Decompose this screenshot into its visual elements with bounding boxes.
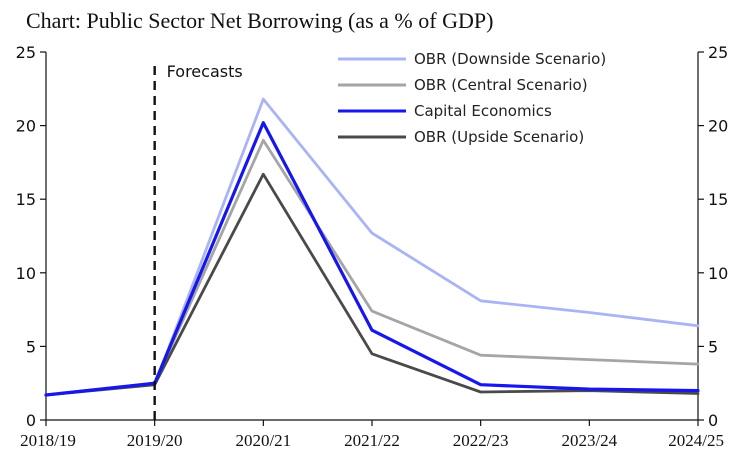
legend-label: OBR (Central Scenario) <box>414 76 588 94</box>
y-tick-label-right: 25 <box>708 43 728 62</box>
y-tick-label-left: 20 <box>16 117 36 136</box>
chart-title: Chart: Public Sector Net Borrowing (as a… <box>26 8 494 33</box>
legend-label: Capital Economics <box>414 102 552 120</box>
series-line <box>44 172 700 397</box>
x-tick-label: 2018/19 <box>20 431 76 450</box>
x-tick-label: 2019/20 <box>127 431 183 450</box>
forecast-label: Forecasts <box>167 62 243 81</box>
y-tick-label-left: 5 <box>26 337 36 356</box>
y-tick-label-right: 0 <box>708 411 718 430</box>
y-tick-label-right: 15 <box>708 190 728 209</box>
x-tick-label: 2024/25 <box>668 431 724 450</box>
x-tick-label: 2022/23 <box>453 431 509 450</box>
y-tick-label-left: 10 <box>16 264 36 283</box>
legend-label: OBR (Upside Scenario) <box>414 128 584 146</box>
y-tick-label-left: 25 <box>16 43 36 62</box>
annotation-layer: Forecasts <box>153 62 243 420</box>
y-tick-label-right: 5 <box>708 337 718 356</box>
series-line <box>44 97 700 397</box>
x-tick-label: 2020/21 <box>235 431 291 450</box>
series-layer <box>44 97 700 397</box>
series-line <box>44 138 700 397</box>
y-tick-label-left: 15 <box>16 190 36 209</box>
legend: OBR (Downside Scenario) OBR (Central Scen… <box>338 50 606 146</box>
y-tick-label-right: 20 <box>708 117 728 136</box>
y-tick-label-right: 10 <box>708 264 728 283</box>
legend-label: OBR (Downside Scenario) <box>414 50 606 68</box>
x-tick-label: 2021/22 <box>344 431 400 450</box>
x-tick-label: 2023/24 <box>561 431 617 450</box>
y-tick-label-left: 0 <box>26 411 36 430</box>
